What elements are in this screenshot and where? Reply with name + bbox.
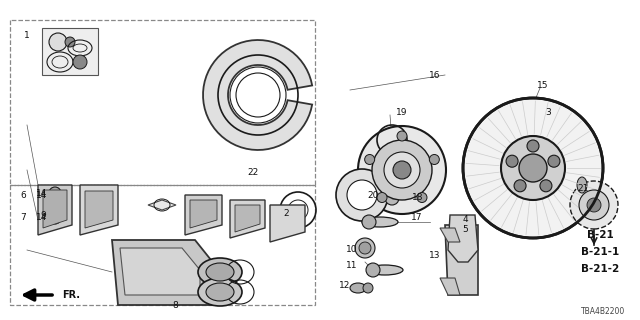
Ellipse shape (397, 131, 407, 141)
Text: 19: 19 (396, 108, 408, 116)
Polygon shape (203, 40, 312, 150)
Text: 3: 3 (545, 108, 551, 116)
Ellipse shape (198, 258, 242, 286)
Polygon shape (185, 195, 222, 235)
Ellipse shape (363, 283, 373, 293)
Polygon shape (440, 228, 460, 242)
Ellipse shape (336, 169, 388, 221)
Ellipse shape (548, 155, 560, 167)
Text: 2: 2 (283, 209, 289, 218)
Text: 8: 8 (172, 300, 178, 309)
Text: 15: 15 (537, 81, 548, 90)
Ellipse shape (527, 140, 539, 152)
Ellipse shape (384, 152, 420, 188)
Polygon shape (190, 200, 217, 228)
Ellipse shape (463, 98, 603, 238)
Ellipse shape (365, 155, 374, 164)
Ellipse shape (577, 177, 587, 193)
Ellipse shape (347, 180, 377, 210)
Polygon shape (112, 240, 215, 305)
Ellipse shape (514, 180, 526, 192)
Text: 9: 9 (40, 211, 46, 220)
Ellipse shape (570, 181, 618, 229)
Polygon shape (43, 190, 67, 228)
Ellipse shape (358, 126, 446, 214)
Ellipse shape (587, 198, 601, 212)
Polygon shape (270, 205, 305, 242)
Text: 14: 14 (36, 190, 48, 199)
Text: 14: 14 (36, 213, 48, 222)
Ellipse shape (367, 265, 403, 275)
Text: 17: 17 (412, 213, 423, 222)
Polygon shape (120, 248, 200, 295)
Polygon shape (80, 185, 118, 235)
Ellipse shape (519, 154, 547, 182)
Text: 6: 6 (20, 190, 26, 199)
Ellipse shape (49, 33, 67, 51)
Polygon shape (445, 225, 478, 295)
Polygon shape (42, 28, 98, 75)
Polygon shape (448, 215, 478, 262)
Text: 14: 14 (36, 188, 48, 197)
Text: 22: 22 (248, 167, 259, 177)
Ellipse shape (359, 242, 371, 254)
Ellipse shape (49, 187, 61, 199)
Text: 13: 13 (429, 251, 441, 260)
Ellipse shape (230, 67, 286, 123)
Text: 21: 21 (577, 183, 589, 193)
Polygon shape (230, 200, 265, 238)
Text: 11: 11 (346, 260, 358, 269)
Ellipse shape (362, 217, 398, 227)
Text: 12: 12 (339, 281, 351, 290)
Ellipse shape (377, 193, 387, 203)
Ellipse shape (53, 202, 63, 212)
Text: B-21-1: B-21-1 (581, 247, 619, 257)
Ellipse shape (579, 190, 609, 220)
Ellipse shape (65, 37, 75, 47)
Ellipse shape (393, 161, 411, 179)
Text: TBA4B2200: TBA4B2200 (580, 308, 625, 316)
Ellipse shape (385, 191, 399, 205)
Ellipse shape (417, 193, 427, 203)
Text: 20: 20 (367, 190, 379, 199)
Ellipse shape (506, 155, 518, 167)
Text: 7: 7 (20, 213, 26, 222)
Ellipse shape (206, 283, 234, 301)
Polygon shape (85, 191, 113, 228)
Ellipse shape (540, 180, 552, 192)
Ellipse shape (73, 55, 87, 69)
Polygon shape (148, 200, 176, 210)
Ellipse shape (49, 212, 61, 224)
Ellipse shape (355, 238, 375, 258)
Text: 10: 10 (346, 245, 358, 254)
Ellipse shape (350, 283, 366, 293)
Ellipse shape (366, 263, 380, 277)
Polygon shape (235, 205, 260, 232)
Text: B-21: B-21 (587, 230, 613, 240)
Text: B-21-2: B-21-2 (581, 264, 619, 274)
Ellipse shape (362, 215, 376, 229)
Ellipse shape (198, 278, 242, 306)
Text: 4: 4 (462, 215, 468, 225)
Ellipse shape (501, 136, 565, 200)
Text: FR.: FR. (62, 290, 80, 300)
Ellipse shape (206, 263, 234, 281)
Ellipse shape (372, 140, 432, 200)
Text: 5: 5 (462, 226, 468, 235)
Text: 18: 18 (412, 194, 424, 203)
Polygon shape (440, 278, 460, 295)
Text: 1: 1 (24, 30, 30, 39)
Polygon shape (38, 185, 72, 235)
Ellipse shape (429, 155, 439, 164)
Text: 16: 16 (429, 70, 441, 79)
